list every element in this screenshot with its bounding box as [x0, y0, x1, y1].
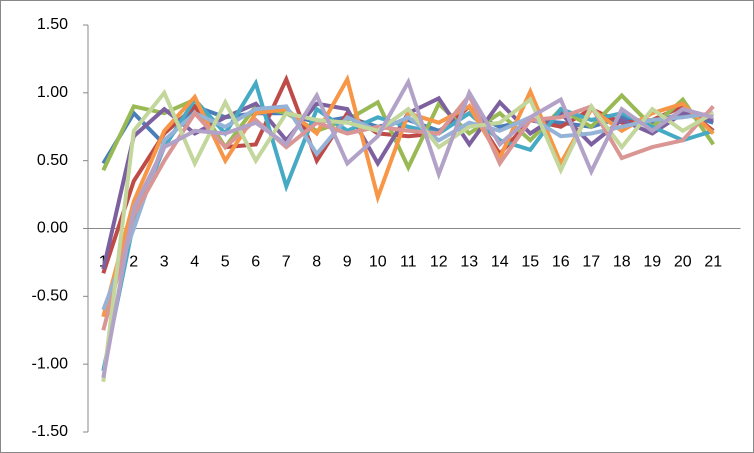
x-tick-label: 2	[129, 254, 138, 271]
x-tick-label: 9	[343, 254, 352, 271]
x-tick-label: 13	[460, 254, 478, 271]
x-tick-label: 15	[521, 254, 539, 271]
x-tick-label: 16	[552, 254, 570, 271]
x-tick-label: 12	[430, 254, 448, 271]
y-tick-label: -1.00	[32, 355, 69, 372]
x-tick-label: 6	[251, 254, 260, 271]
x-tick-label: 20	[674, 254, 692, 271]
y-tick-label: 0.00	[37, 220, 68, 237]
x-tick-label: 5	[221, 254, 230, 271]
y-tick-label: -0.50	[32, 288, 69, 305]
series-line	[101, 91, 715, 331]
series-line	[101, 78, 714, 372]
y-tick-label: 1.00	[37, 84, 68, 101]
x-tick-label: 14	[491, 254, 509, 271]
x-tick-label: 10	[369, 254, 387, 271]
x-tick-label: 4	[190, 254, 199, 271]
series-line	[101, 77, 714, 379]
x-tick-label: 18	[613, 254, 631, 271]
x-tick-label: 7	[282, 254, 291, 271]
x-tick-label: 19	[643, 254, 661, 271]
x-tick-label: 17	[582, 254, 600, 271]
y-tick-label: -1.50	[32, 423, 69, 440]
y-tick-label: 1.50	[37, 16, 68, 33]
x-tick-label: 8	[312, 254, 321, 271]
x-tick-label: 11	[400, 254, 417, 271]
y-tick-label: 0.50	[37, 152, 68, 169]
x-tick-label: 3	[160, 254, 169, 271]
x-tick-label: 21	[704, 254, 722, 271]
